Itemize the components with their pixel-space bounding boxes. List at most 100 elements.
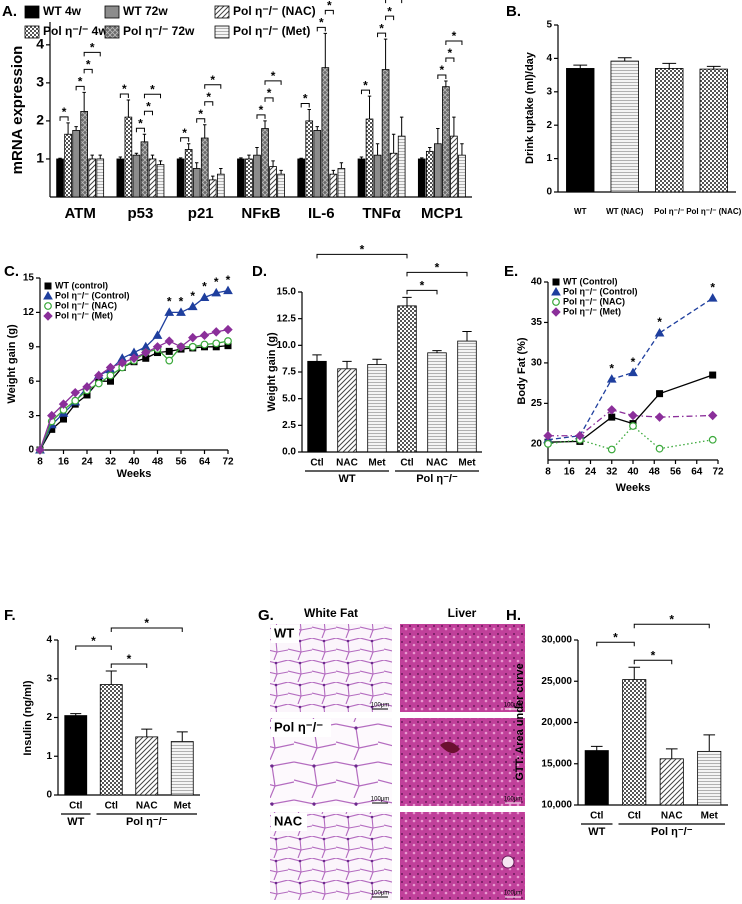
bar [365,118,374,198]
data-point [47,410,57,421]
significance-bracket [264,80,282,85]
data-point [94,370,104,381]
error-bar [194,162,199,169]
legend-swatch [214,5,230,19]
significance-label: * [267,86,272,100]
error-bar [134,152,139,156]
x-tick-label: 56 [670,467,682,478]
bar [357,158,366,198]
x-tick-label: 40 [128,457,140,468]
data-point [607,445,616,454]
error-bar [247,154,251,159]
bar [72,130,80,198]
bar [245,158,253,198]
bar [132,154,141,198]
bar [457,340,477,453]
y-tick-label: 5 [546,20,552,31]
bar [156,164,165,198]
error-bar [665,748,678,759]
error-bar [176,731,188,742]
error-bar [462,330,472,342]
annotation: * [710,280,715,294]
label-box [271,625,299,643]
group-label: WT [67,816,84,828]
data-point [552,278,560,286]
bar [699,68,728,193]
error-bar [98,154,102,159]
bar [329,173,338,198]
data-point [165,356,174,365]
data-point [94,379,103,388]
bar [80,111,88,198]
significance-bracket [377,32,387,38]
legend-swatch [104,25,120,39]
bar [566,68,595,193]
significance-label: * [387,4,392,18]
legend-label: Pol η⁻/⁻ (Control) [563,286,638,296]
legend-label: Pol η⁻/⁻ (NAC) [233,4,316,18]
error-bar [118,156,123,159]
data-point [223,324,233,335]
bar [584,750,609,806]
y-tick-label: 10,000 [541,800,572,811]
error-bar [219,167,223,175]
line [547,297,714,441]
bar [425,150,434,198]
row-label: NAC [274,813,303,828]
data-point [152,342,163,352]
x-tick-label: 32 [606,467,618,478]
data-point [709,371,717,379]
bar [417,158,426,198]
x-tick-label: NAC [661,811,683,822]
data-point [141,347,151,358]
x-tick-label: Met [701,811,719,822]
error-bar [590,745,603,751]
x-tick-label: 8 [545,467,551,478]
histology-image [400,718,525,806]
x-tick-label: 48 [152,457,164,468]
error-bar [460,143,464,156]
significance-bracket [59,116,69,121]
data-point [200,340,209,349]
error-bar [703,734,716,752]
data-point [211,287,222,297]
scale-bar-label: 100μm [504,703,522,709]
data-point [165,347,173,355]
panel-letter: E. [504,263,518,280]
bar [64,715,88,796]
error-bar [150,154,155,159]
x-axis-label: Weeks [616,482,651,494]
bar [373,154,382,198]
y-tick-label: 10.0 [277,340,297,351]
data-point [164,307,175,316]
error-bar [279,169,283,175]
significance-label: * [440,63,445,77]
x-tick-label: 16 [564,467,576,478]
legend-label: Pol η⁻/⁻ 72w [123,24,195,38]
bar [337,368,357,453]
bar [64,133,72,198]
bar [450,135,458,198]
error-bar [315,126,319,131]
significance-label: * [146,99,151,113]
x-tick-label: Met [458,458,476,469]
data-point [552,298,560,306]
row-label: WT [274,625,294,640]
x-tick-label: TNFα [362,205,401,222]
bar [381,69,390,198]
data-point [628,410,638,421]
y-tick-label: 20 [531,438,543,449]
y-tick-label: 15.0 [277,287,297,298]
data-point [188,332,198,343]
bar [313,130,322,198]
data-point [707,410,718,421]
panel-letter: G. [258,607,274,624]
y-axis-label: Drink uptake (ml)/day [524,51,536,164]
legend-swatch [24,5,40,19]
y-tick-label: 1 [46,751,52,762]
x-tick-label: Met [368,458,386,469]
significance-label: * [452,29,457,43]
bar [261,128,269,198]
bar [659,758,684,806]
panel-letter: A. [2,3,17,20]
